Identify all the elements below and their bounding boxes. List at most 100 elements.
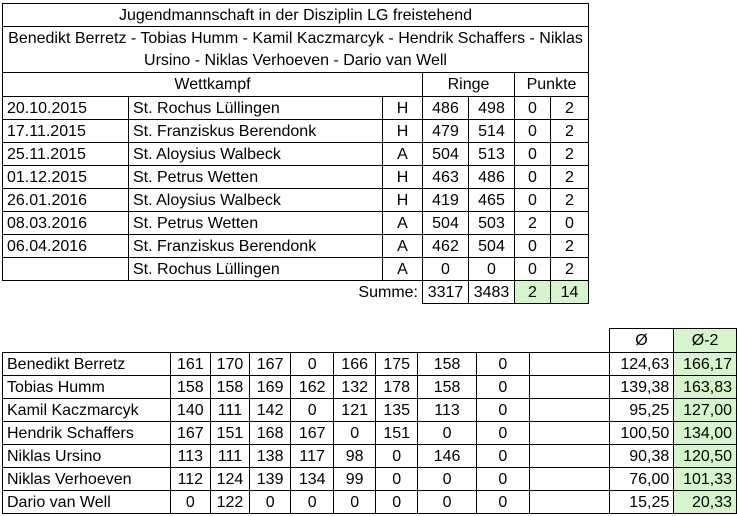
shooter-avg2: 163,83 <box>673 375 737 399</box>
shooter-avg2: 101,33 <box>673 467 737 491</box>
shooter-name: Niklas Ursino <box>2 444 171 468</box>
shooter-score: 161 <box>169 352 211 376</box>
shooter-score: 151 <box>209 421 251 445</box>
match-row: 17.11.2015 St. Franziskus Berendonk H 479 51… <box>2 119 589 143</box>
summe-label: Summe: <box>358 283 418 301</box>
match-opponent: St. Rochus Lüllingen <box>128 96 383 120</box>
match-venue: A <box>382 142 423 166</box>
summe-ringe-b: 3483 <box>468 280 515 304</box>
shooter-score: 117 <box>289 444 335 468</box>
match-punkte-a: 0 <box>514 257 551 281</box>
shooter-score: 166 <box>333 352 376 376</box>
shooter-avg2: 166,17 <box>673 352 737 376</box>
match-date: 08.03.2016 <box>2 211 129 235</box>
match-punkte-a: 0 <box>514 234 551 258</box>
shooter-avg2: 120,50 <box>673 444 737 468</box>
spacer-cell <box>529 375 610 399</box>
match-punkte-b: 2 <box>550 142 589 166</box>
shooter-score: 0 <box>475 490 531 514</box>
shooter-name: Niklas Verhoeven <box>2 467 171 491</box>
shooter-row: Kamil Kaczmarcyk 140 111 142 0 121 135 113 0 95,2… <box>2 398 737 422</box>
header-wettkampf: Wettkampf <box>2 72 423 97</box>
header-avg: Ø <box>608 328 675 353</box>
shooter-score: 111 <box>209 398 251 422</box>
match-opponent: St. Aloysius Walbeck <box>128 188 383 212</box>
match-punkte-a: 0 <box>514 96 551 120</box>
match-punkte-b: 0 <box>550 211 589 235</box>
shooter-score: 139 <box>249 467 291 491</box>
shooter-score: 99 <box>333 467 376 491</box>
shooter-score: 0 <box>475 467 531 491</box>
match-punkte-a: 0 <box>514 165 551 189</box>
shooter-score: 113 <box>169 444 211 468</box>
match-ringe-a: 504 <box>422 142 469 166</box>
shooter-name: Dario van Well <box>2 490 171 514</box>
shooter-score: 0 <box>249 490 291 514</box>
match-punkte-b: 2 <box>550 119 589 143</box>
match-row: 26.01.2016 St. Aloysius Walbeck H 419 465 0 2 <box>2 188 589 212</box>
match-date: 01.12.2015 <box>2 165 129 189</box>
shooter-score: 0 <box>417 490 477 514</box>
shooter-score: 0 <box>289 490 335 514</box>
shooter-score: 158 <box>169 375 211 399</box>
header-ringe: Ringe <box>422 72 515 97</box>
match-opponent: St. Petrus Wetten <box>128 211 383 235</box>
team-members: Benedikt Berretz - Tobias Humm - Kamil K… <box>2 26 589 73</box>
match-venue: A <box>382 234 423 258</box>
shooter-score: 167 <box>289 421 335 445</box>
match-venue: A <box>382 211 423 235</box>
shooter-row: Niklas Verhoeven 112 124 139 134 99 0 0 0 76,00 10… <box>2 467 737 491</box>
shooter-score: 170 <box>209 352 251 376</box>
shooter-score: 178 <box>374 375 419 399</box>
match-opponent: St. Petrus Wetten <box>128 165 383 189</box>
match-row: 20.10.2015 St. Rochus Lüllingen H 486 498 0 2 <box>2 96 589 120</box>
match-punkte-a: 2 <box>514 211 551 235</box>
match-opponent: St. Franziskus Berendonk <box>128 234 383 258</box>
match-ringe-b: 504 <box>468 234 515 258</box>
match-punkte-b: 2 <box>550 234 589 258</box>
match-ringe-a: 504 <box>422 211 469 235</box>
match-ringe-b: 514 <box>468 119 515 143</box>
shooter-score: 0 <box>475 375 531 399</box>
shooter-score: 0 <box>374 444 419 468</box>
shooter-score: 167 <box>169 421 211 445</box>
match-ringe-b: 486 <box>468 165 515 189</box>
shooter-score: 112 <box>169 467 211 491</box>
summe-punkte-b: 14 <box>550 280 589 304</box>
shooter-avg: 15,25 <box>608 490 675 514</box>
match-punkte-a: 0 <box>514 119 551 143</box>
shooter-row: Niklas Ursino 113 111 138 117 98 0 146 0 90,38 120… <box>2 444 737 468</box>
match-punkte-b: 2 <box>550 257 589 281</box>
shooter-score: 138 <box>249 444 291 468</box>
shooter-score: 151 <box>374 421 419 445</box>
summe-punkte-a: 2 <box>514 280 551 304</box>
match-venue: A <box>382 257 423 281</box>
spacer-cell <box>529 421 610 445</box>
shooter-score: 158 <box>417 375 477 399</box>
shooter-score: 140 <box>169 398 211 422</box>
shooter-score: 0 <box>374 467 419 491</box>
shooter-score: 122 <box>209 490 251 514</box>
shooter-avg: 76,00 <box>608 467 675 491</box>
shooter-avg: 90,38 <box>608 444 675 468</box>
shooter-avg: 95,25 <box>608 398 675 422</box>
shooter-score: 0 <box>374 490 419 514</box>
match-ringe-a: 462 <box>422 234 469 258</box>
spacer-cell <box>529 398 610 422</box>
shooter-avg2: 127,00 <box>673 398 737 422</box>
match-venue: H <box>382 165 423 189</box>
summe-ringe-a: 3317 <box>422 280 469 304</box>
shooter-score: 0 <box>417 421 477 445</box>
shooter-score: 134 <box>289 467 335 491</box>
shooter-score: 169 <box>249 375 291 399</box>
match-row: 06.04.2016 St. Franziskus Berendonk A 462 50… <box>2 234 589 258</box>
match-punkte-a: 0 <box>514 188 551 212</box>
shooter-score: 0 <box>289 398 335 422</box>
shooter-name: Kamil Kaczmarcyk <box>2 398 171 422</box>
shooter-score: 0 <box>417 467 477 491</box>
match-row: 08.03.2016 St. Petrus Wetten A 504 503 2 0 <box>2 211 589 235</box>
match-date: 17.11.2015 <box>2 119 129 143</box>
shooter-score: 0 <box>289 352 335 376</box>
shooter-avg: 100,50 <box>608 421 675 445</box>
shooter-name: Benedikt Berretz <box>2 352 171 376</box>
